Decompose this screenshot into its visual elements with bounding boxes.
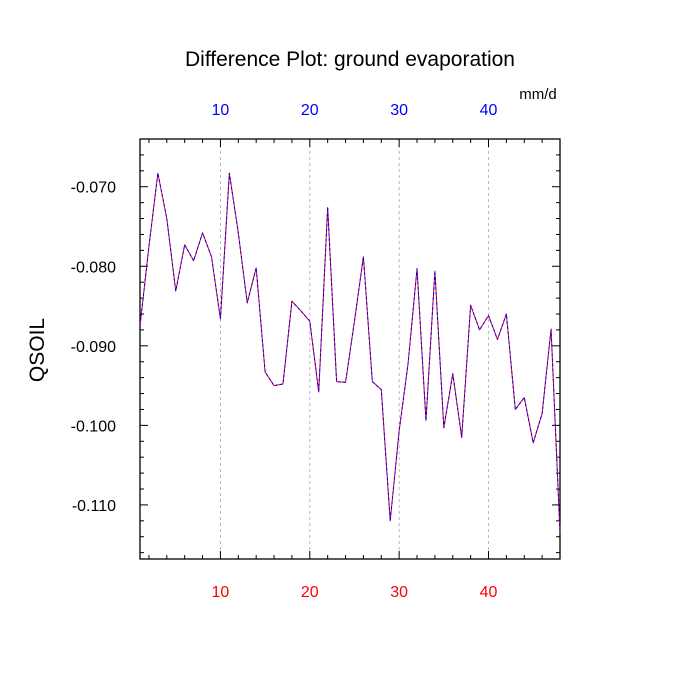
y-tick-label: -0.090 [71,339,116,356]
series-line [139,172,561,533]
x-tick-labels-top: 10 20 30 40 [212,102,498,119]
x-tick-label-bottom: 10 [212,584,230,601]
y-tick-label: -0.100 [71,418,116,435]
axis-ticks [140,138,561,559]
units-label: mm/d [519,86,557,103]
series-line-overlay [139,172,561,533]
data-series [139,172,561,533]
x-tick-label-top: 20 [301,102,319,119]
y-axis-label: QSOIL [26,318,49,382]
x-tick-label-bottom: 20 [301,584,319,601]
y-tick-label: -0.070 [71,180,116,197]
y-tick-label: -0.080 [71,259,116,276]
x-tick-label-bottom: 30 [390,584,408,601]
x-tick-label-top: 40 [480,102,498,119]
chart-title: Difference Plot: ground evaporation [185,48,515,71]
vertical-gridlines [220,139,489,559]
plot-frame [139,138,561,560]
y-tick-labels: -0.070 -0.080 -0.090 -0.100 -0.110 [71,180,116,515]
x-tick-label-top: 30 [390,102,408,119]
x-tick-labels-bottom: 10 20 30 40 [212,584,498,601]
x-tick-label-bottom: 40 [480,584,498,601]
y-tick-label: -0.110 [72,498,116,515]
x-tick-label-top: 10 [212,102,230,119]
